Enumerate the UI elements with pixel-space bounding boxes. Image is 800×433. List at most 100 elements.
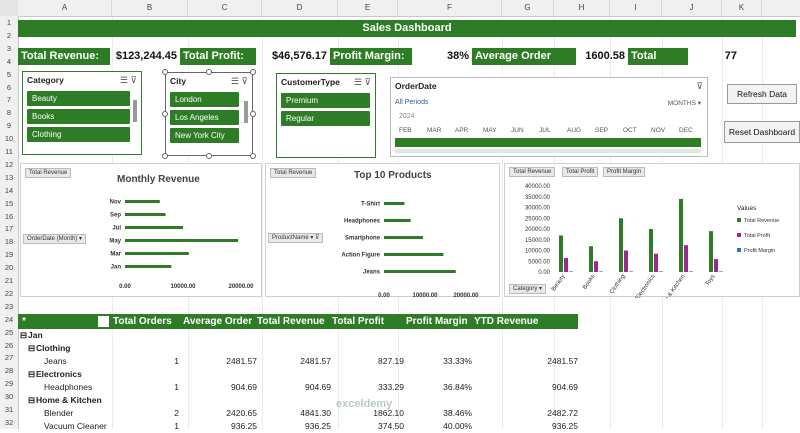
row-header[interactable]: 25 — [4, 327, 14, 337]
pivot-value-cell[interactable]: 1862.10 — [373, 408, 404, 418]
slicer-item-london[interactable]: London — [170, 92, 239, 107]
row-header[interactable]: 20 — [4, 263, 14, 273]
row-header[interactable]: 26 — [4, 340, 14, 350]
pivot-header-cell[interactable]: Average Order — [183, 316, 253, 327]
value-field-tag[interactable]: Total Profit — [562, 167, 599, 177]
customer-type-slicer[interactable]: CustomerType ☰ ⊽ Premium Regular — [276, 73, 376, 158]
row-header[interactable]: 31 — [4, 405, 14, 414]
column-header[interactable]: D — [262, 0, 338, 16]
pivot-product-row[interactable]: Jeans 1 2481.57 2481.57 827.19 33.33% 2481.57 — [18, 355, 578, 368]
filter-dropdown-icon[interactable] — [98, 316, 109, 327]
pivot-value-cell[interactable]: 2420.65 — [226, 408, 257, 418]
pivot-product-row[interactable]: Headphones 1 904.69 904.69 333.29 36.84% 904.6… — [18, 381, 578, 394]
slicer-item-los-angeles[interactable]: Los Angeles — [170, 110, 239, 125]
row-header[interactable]: 32 — [4, 417, 14, 427]
row-header[interactable]: 4 — [6, 56, 12, 66]
city-slicer[interactable]: City ☰ ⊽ London Los Angeles New York Cit… — [165, 72, 253, 156]
timeline-month[interactable]: MAY — [483, 127, 497, 134]
pivot-header-cell[interactable]: Total Profit — [332, 316, 385, 327]
kpi-profit-margin-value[interactable]: 38% — [446, 50, 469, 62]
pivot-category-row[interactable]: ⊟ Electronics — [18, 368, 578, 381]
pivot-value-cell[interactable]: 38.46% — [443, 408, 472, 418]
timeline-month[interactable]: APR — [455, 127, 469, 134]
category-chart[interactable]: Total Revenue Total Profit Profit Margin… — [504, 163, 800, 298]
row-header[interactable]: 18 — [4, 237, 14, 247]
row-header[interactable]: 6 — [6, 82, 12, 92]
timeline-month[interactable]: JUN — [511, 127, 524, 134]
timeline-month[interactable]: JUL — [539, 127, 551, 134]
timeline-month[interactable]: NOV — [651, 127, 666, 134]
column-header[interactable]: J — [662, 0, 722, 16]
pivot-value-cell[interactable]: 936.25 — [231, 421, 257, 431]
resize-handle[interactable] — [250, 153, 256, 159]
pivot-header-cell[interactable]: Total Orders — [113, 316, 172, 327]
row-header[interactable]: 14 — [4, 185, 14, 195]
pivot-value-cell[interactable]: 936.25 — [305, 421, 331, 431]
clear-filter-icon[interactable]: ⊽ — [696, 81, 703, 91]
pivot-value-cell[interactable]: 333.29 — [378, 382, 404, 392]
column-header[interactable]: H — [554, 0, 610, 16]
pivot-value-cell[interactable]: 936.25 — [552, 421, 578, 431]
category-slicer-scrollbar[interactable] — [133, 100, 137, 122]
row-header[interactable]: 10 — [4, 134, 14, 144]
column-header[interactable]: I — [610, 0, 662, 16]
row-header[interactable]: 27 — [4, 353, 14, 363]
slicer-item-regular[interactable]: Regular — [281, 111, 370, 126]
pivot-value-cell[interactable]: 1 — [174, 421, 179, 431]
value-field-tag[interactable]: Total Revenue — [25, 168, 72, 178]
row-header[interactable]: 23 — [4, 301, 14, 311]
collapse-icon[interactable]: ⊟ — [28, 343, 36, 353]
kpi-total-revenue-value[interactable]: $123,244.45 — [115, 50, 177, 62]
pivot-category-row[interactable]: ⊟ Home & Kitchen — [18, 394, 578, 407]
collapse-icon[interactable]: ⊟ — [20, 330, 28, 340]
column-header[interactable]: E — [338, 0, 398, 16]
pivot-value-cell[interactable]: 904.69 — [305, 382, 331, 392]
pivot-value-cell[interactable]: 1 — [174, 382, 179, 392]
slicer-item-premium[interactable]: Premium — [281, 93, 370, 108]
multi-select-icon[interactable]: ☰ — [119, 75, 128, 85]
pivot-value-cell[interactable]: 36.84% — [443, 382, 472, 392]
pivot-product-row[interactable]: Blender 2 2420.65 4841.30 1862.10 38.46% 2482.… — [18, 407, 578, 420]
monthly-revenue-chart[interactable]: Total Revenue Monthly Revenue OrderDate … — [20, 163, 262, 297]
pivot-value-cell[interactable]: 33.33% — [443, 356, 472, 366]
row-header[interactable]: 9 — [6, 121, 12, 131]
pivot-month-row[interactable]: ⊟ Jan — [18, 329, 578, 342]
row-header[interactable]: 21 — [4, 276, 14, 285]
pivot-value-cell[interactable]: 2481.57 — [226, 356, 257, 366]
select-all-corner[interactable] — [0, 0, 19, 17]
pivot-value-cell[interactable]: 374.50 — [378, 421, 404, 431]
reset-dashboard-button[interactable]: Reset Dashboard — [724, 121, 800, 143]
row-header[interactable]: 24 — [4, 314, 14, 324]
timeline-selection-bar[interactable] — [395, 138, 701, 147]
multi-select-icon[interactable]: ☰ — [353, 77, 362, 87]
axis-field-tag[interactable]: ProductName ▾ ⊽ — [268, 233, 324, 243]
column-header[interactable]: B — [112, 0, 188, 16]
pivot-header-cell[interactable]: Total Revenue — [257, 316, 325, 327]
row-header[interactable]: 1 — [6, 18, 12, 27]
clear-filter-icon[interactable]: ⊽ — [364, 77, 371, 87]
column-header[interactable]: F — [398, 0, 502, 16]
column-header[interactable]: A — [18, 0, 112, 16]
row-header[interactable]: 2 — [6, 30, 12, 40]
row-header[interactable]: 15 — [4, 198, 14, 208]
timeline-level-dropdown[interactable]: MONTHS ▾ — [667, 100, 701, 107]
multi-select-icon[interactable]: ☰ — [230, 76, 239, 86]
value-field-tag[interactable]: Total Revenue — [270, 168, 317, 178]
row-header[interactable]: 12 — [4, 159, 14, 169]
resize-handle[interactable] — [250, 111, 256, 117]
timeline-month[interactable]: AUG — [567, 127, 582, 134]
slicer-item-beauty[interactable]: Beauty — [27, 91, 130, 106]
resize-handle[interactable] — [206, 153, 212, 159]
value-field-tag[interactable]: Profit Margin — [603, 167, 646, 177]
pivot-value-cell[interactable]: 4841.30 — [300, 408, 331, 418]
pivot-value-cell[interactable]: 2 — [174, 408, 179, 418]
resize-handle[interactable] — [162, 111, 168, 117]
value-field-tag[interactable]: Total Revenue — [509, 167, 556, 177]
collapse-icon[interactable]: ⊟ — [28, 395, 36, 405]
resize-handle[interactable] — [162, 153, 168, 159]
order-date-timeline[interactable]: OrderDate ⊽ All Periods MONTHS ▾ 2024 FE… — [390, 77, 708, 157]
timeline-month[interactable]: MAR — [427, 127, 442, 134]
refresh-data-button[interactable]: Refresh Data — [727, 84, 797, 104]
pivot-value-cell[interactable]: 1 — [174, 356, 179, 366]
timeline-scrollbar[interactable] — [395, 149, 701, 153]
